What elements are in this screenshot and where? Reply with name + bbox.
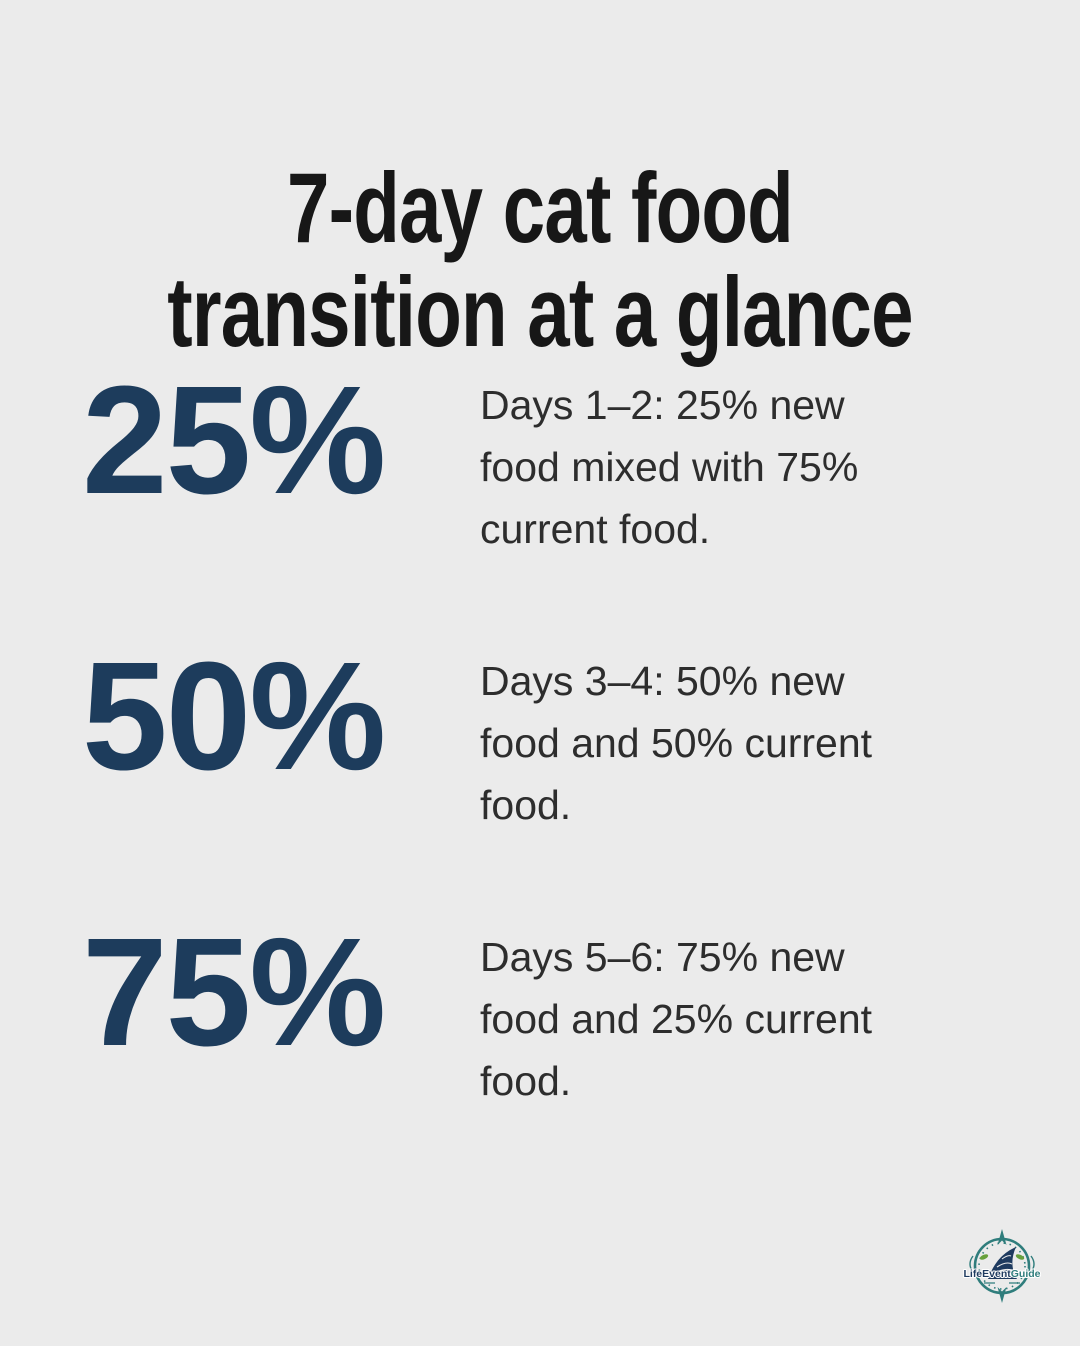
- mountain-step-line: [1001, 1255, 1012, 1260]
- stat-value-cell: 25%: [82, 363, 480, 517]
- stat-value-cell: 50%: [82, 639, 480, 793]
- compass-east-wing: [1030, 1255, 1035, 1273]
- brand-wordmark-primary: LifeEvent: [963, 1268, 1011, 1280]
- stat-number: 50%: [82, 630, 386, 802]
- brand-wordmark-secondary: Guide: [1011, 1268, 1041, 1280]
- stat-row-days-1-2: 25% Days 1–2: 25% new food mixed with 75…: [82, 363, 1080, 560]
- page-title: 7-day cat food transition at a glance: [167, 152, 913, 368]
- compass-west-wing: [969, 1255, 974, 1273]
- leaf-icon: [979, 1254, 989, 1260]
- brand-logo: LifeEventGuide: [960, 1226, 1044, 1304]
- stat-description: Days 5–6: 75% new food and 25% current f…: [480, 934, 873, 1104]
- mountain-step-line: [992, 1268, 1016, 1275]
- compass-north-needle-icon: [997, 1229, 1007, 1245]
- stat-row-days-3-4: 50% Days 3–4: 50% new food and 50% curre…: [82, 639, 1080, 836]
- leaf-icon: [1015, 1254, 1025, 1260]
- mountain-step-line: [996, 1262, 1013, 1268]
- stat-description: Days 1–2: 25% new food mixed with 75% cu…: [480, 382, 859, 552]
- mountain-path-icon: [988, 1247, 1017, 1279]
- compass-south-needle-icon: [997, 1287, 1007, 1303]
- stat-description: Days 3–4: 50% new food and 50% current f…: [480, 658, 873, 828]
- stat-value-cell: 75%: [82, 915, 480, 1069]
- stat-row-days-5-6: 75% Days 5–6: 75% new food and 25% curre…: [82, 915, 1080, 1112]
- compass-ticks: [978, 1242, 1026, 1290]
- stat-number: 75%: [82, 906, 386, 1078]
- compass-icon: LifeEventGuide: [962, 1229, 1042, 1303]
- stat-list: 25% Days 1–2: 25% new food mixed with 75…: [82, 363, 1080, 1202]
- brand-wordmark: LifeEventGuide: [963, 1268, 1040, 1280]
- stat-number: 25%: [82, 354, 386, 526]
